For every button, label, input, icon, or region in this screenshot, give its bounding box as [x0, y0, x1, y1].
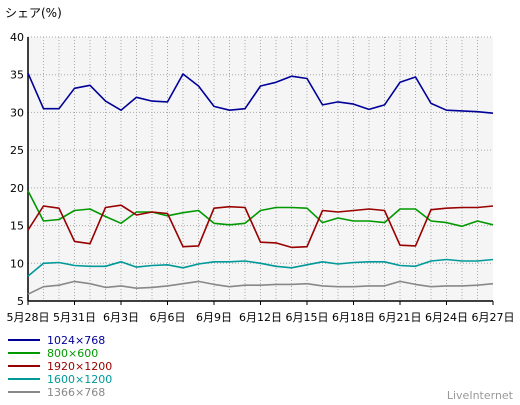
x-tick-label: 6月27日: [472, 311, 515, 324]
y-axis-label: シェア(%): [5, 6, 62, 20]
grid: [28, 36, 493, 301]
x-tick-label: 5月28日: [7, 311, 50, 324]
y-tick-label: 30: [10, 106, 24, 119]
x-tick-label: 6月15日: [286, 311, 329, 324]
legend-label: 1600×1200: [47, 373, 112, 386]
x-tick-label: 5月31日: [53, 311, 96, 324]
legend-label: 1366×768: [47, 386, 105, 399]
axes: 5 10 15 20 25 30 35 40 5月28日 5月31日 6月3日 6月6日 6月9日 6月1…: [7, 31, 515, 324]
y-tick-label: 35: [10, 69, 24, 82]
series-lines: [27, 72, 494, 295]
x-tick-label: 6月12日: [239, 311, 282, 324]
x-tick-label: 6月3日: [103, 311, 139, 324]
legend: 1024×768800×6001920×12001600×12001366×76…: [8, 334, 112, 399]
series-line: [27, 190, 494, 228]
x-tick-label: 6月6日: [150, 311, 186, 324]
legend-label: 1920×1200: [47, 360, 112, 373]
x-tick-label: 6月21日: [379, 311, 422, 324]
series-line: [27, 72, 494, 114]
y-tick-label: 15: [10, 220, 24, 233]
watermark: LiveInternet: [447, 389, 514, 402]
series-line: [27, 280, 494, 295]
y-tick-label: 20: [10, 182, 24, 195]
legend-label: 1024×768: [47, 334, 105, 347]
x-tick-label: 6月18日: [332, 311, 375, 324]
y-tick-label: 5: [17, 295, 24, 308]
series-line: [27, 204, 494, 249]
y-tick-label: 25: [10, 144, 24, 157]
legend-label: 800×600: [47, 347, 98, 360]
y-tick-label: 40: [10, 31, 24, 44]
x-tick-label: 6月9日: [196, 311, 232, 324]
series-line: [27, 258, 494, 277]
x-tick-label: 6月24日: [425, 311, 468, 324]
y-tick-label: 10: [10, 257, 24, 270]
